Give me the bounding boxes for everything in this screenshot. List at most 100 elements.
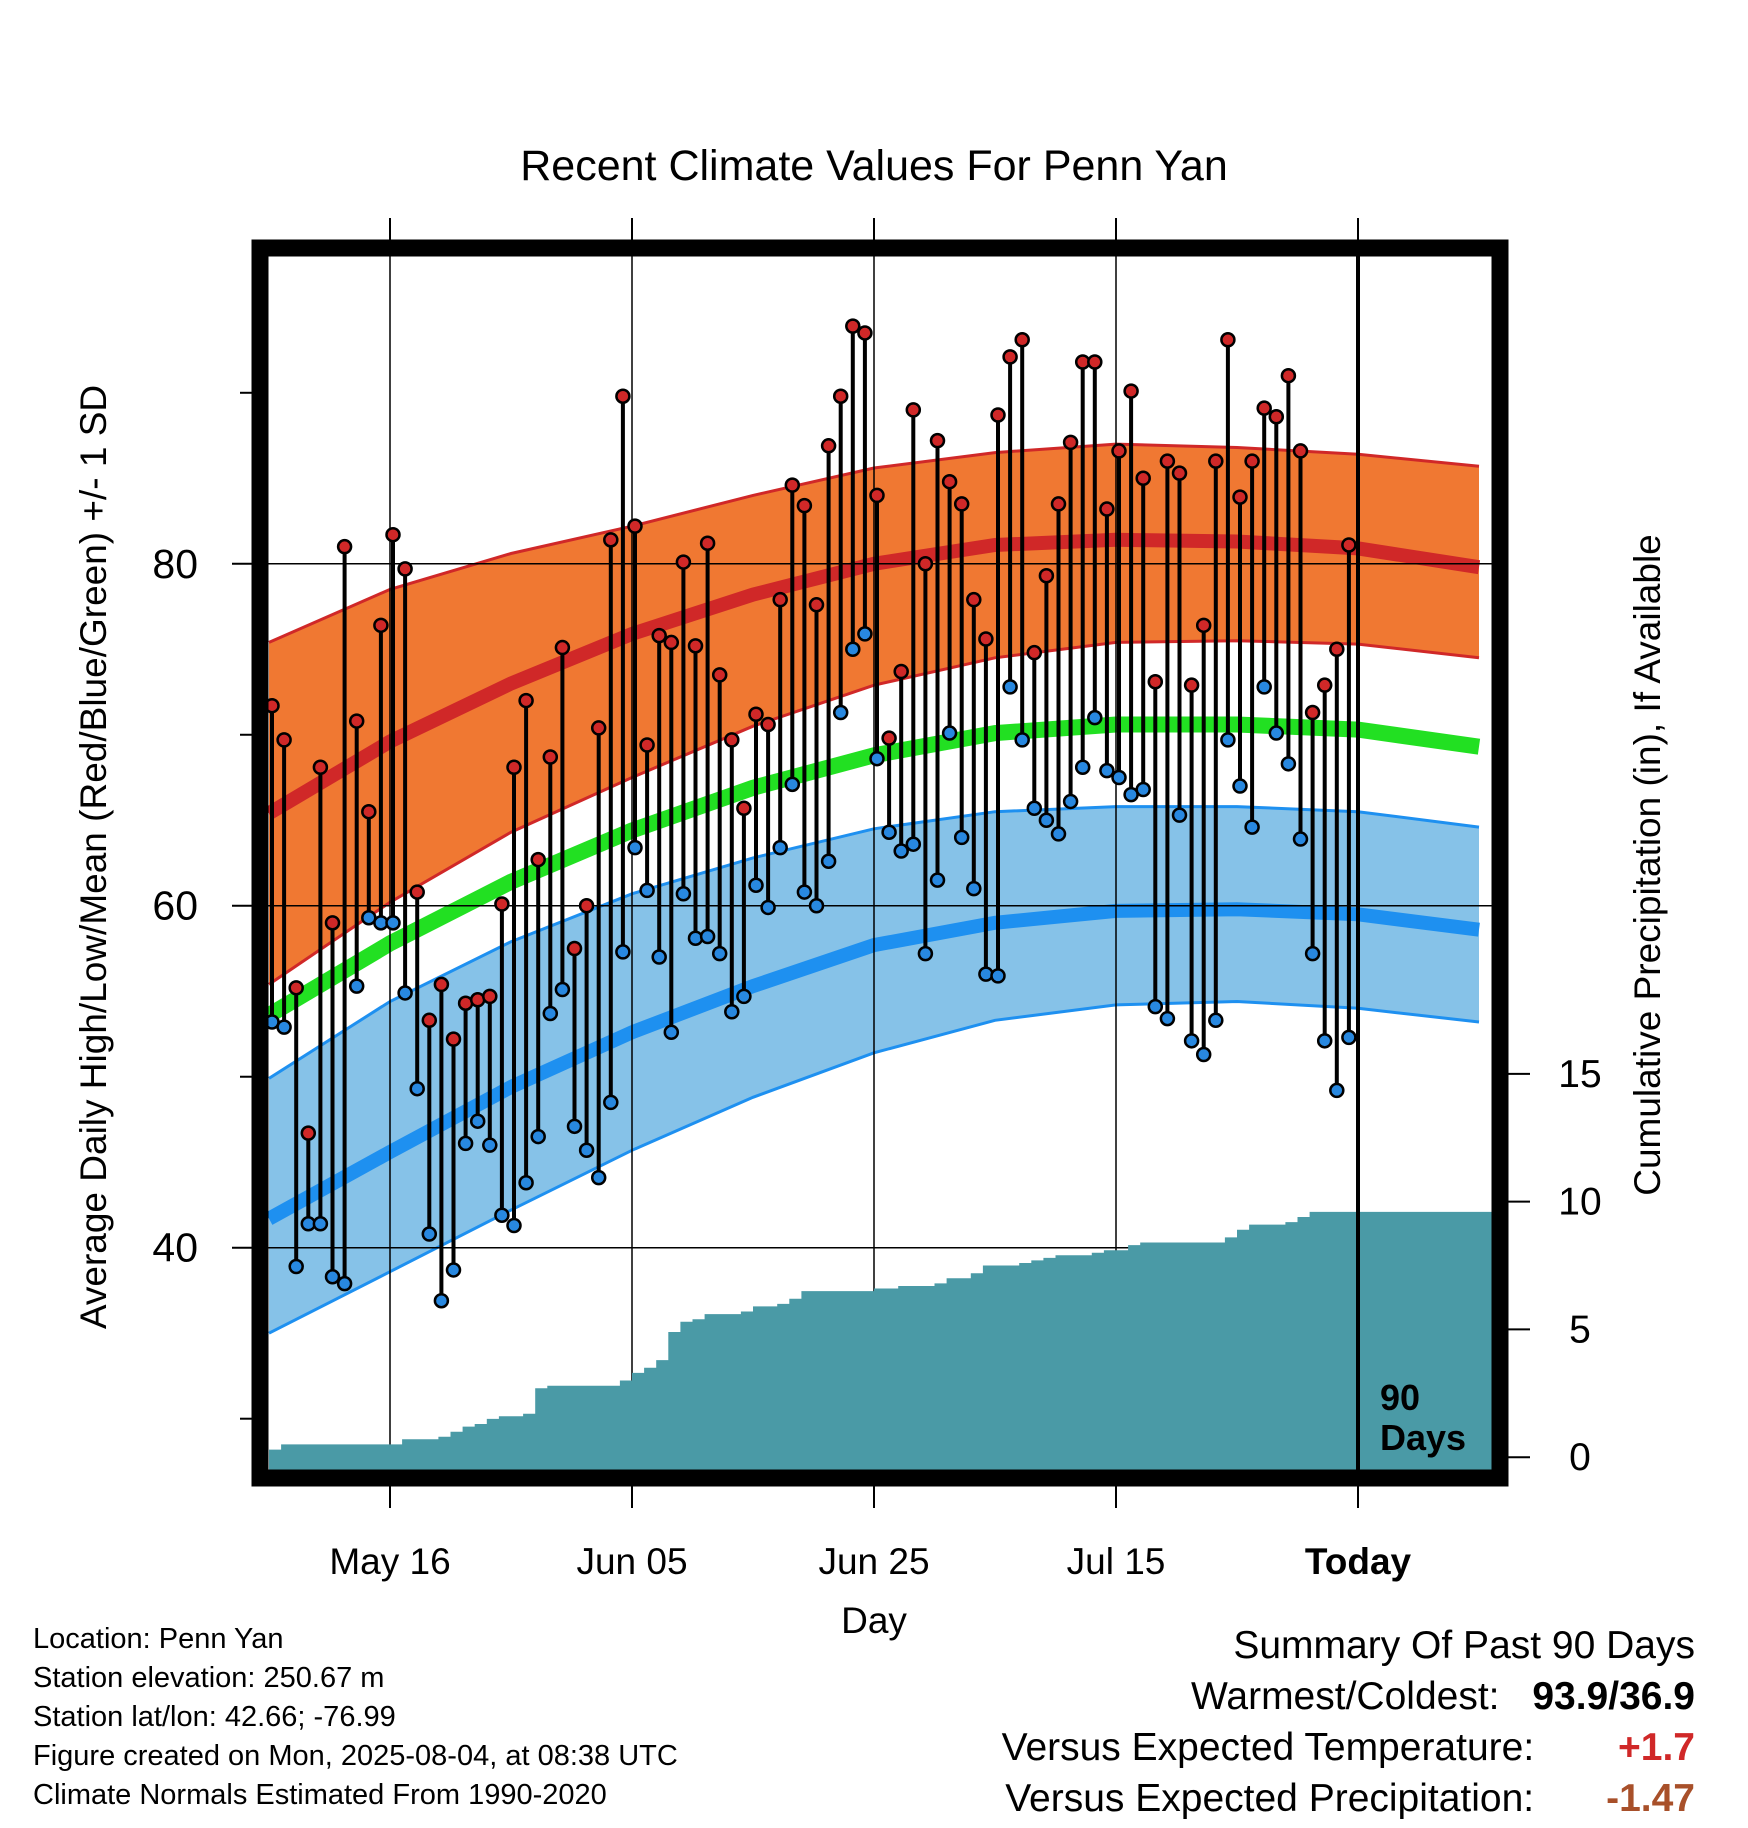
daily-high-point [1050, 496, 1067, 512]
x-tick-label: Jul 15 [1067, 1541, 1166, 1582]
daily-high-point [808, 597, 825, 613]
daily-high-point [772, 591, 788, 608]
daily-low-point [711, 945, 728, 962]
daily-low-point [615, 944, 631, 960]
daily-high-point [1038, 567, 1055, 584]
daily-high-point [796, 497, 813, 514]
daily-low-point [1183, 1033, 1200, 1049]
daily-low-point [469, 1113, 486, 1129]
daily-high-point [1304, 704, 1321, 721]
daily-high-point [1256, 400, 1272, 416]
info-normals: Climate Normals Estimated From 1990-2020 [33, 1779, 607, 1811]
daily-low-point [1292, 831, 1309, 847]
daily-high-point [784, 477, 801, 493]
daily-high-point [953, 496, 970, 512]
daily-high-point [990, 407, 1006, 423]
axes: May 16 Jun 05 Jun 25 Jul 15 Today 40 60 80 0 5 10 1… [152, 218, 1602, 1582]
daily-low-point [1002, 679, 1018, 695]
daily-low-point [881, 824, 897, 840]
daily-low-point [1256, 679, 1272, 695]
daily-high-point [832, 388, 849, 404]
daily-low-point [1208, 1012, 1224, 1029]
daily-high-point [397, 561, 413, 577]
daily-low-point [494, 1207, 510, 1223]
summary-panel: Summary Of Past 90 Days Warmest/Coldest:… [1002, 1620, 1695, 1824]
y2-axis-label: Cumulative Precipitation (in), If Availa… [1627, 534, 1668, 1196]
daily-low-point [1074, 759, 1091, 775]
daily-low-point [627, 839, 643, 856]
info-created: Figure created on Mon, 2025-08-04, at 08… [33, 1740, 678, 1772]
daily-low-point [457, 1135, 474, 1152]
daily-low-point [1111, 769, 1127, 786]
precip-anomaly-value: -1.47 [1606, 1777, 1695, 1820]
daily-low-point [566, 1118, 583, 1135]
daily-high-point [905, 402, 922, 418]
daily-high-point [627, 518, 643, 534]
x-tick-label: Jun 05 [576, 1541, 687, 1582]
daily-low-point [651, 949, 667, 965]
daily-low-point [1062, 793, 1079, 810]
daily-low-point [385, 915, 401, 931]
daily-low-point [1159, 1010, 1176, 1027]
daily-high-point [554, 639, 571, 656]
daily-low-point [530, 1128, 546, 1145]
daily-high-point [941, 473, 958, 490]
daily-low-point [772, 839, 788, 856]
daily-low-point [905, 836, 922, 852]
y-tick-label: 60 [152, 883, 198, 929]
summary-heading: Summary Of Past 90 Days [1233, 1624, 1695, 1667]
daily-high-point [1195, 617, 1212, 634]
daily-low-point [990, 968, 1006, 984]
daily-high-point [373, 617, 389, 634]
daily-high-point [1268, 408, 1285, 425]
daily-low-point [1050, 826, 1067, 842]
daily-high-point [518, 692, 534, 709]
daily-low-point [409, 1080, 425, 1097]
temp-anomaly-value: +1.7 [1618, 1726, 1695, 1769]
daily-high-point [336, 538, 353, 555]
daily-high-point [687, 638, 704, 654]
y2-tick-label: 15 [1558, 1053, 1601, 1096]
plot-frame [251, 239, 1509, 1487]
summary-temperature: Versus Expected Temperature: +1.7 [1002, 1722, 1695, 1773]
y-axis-label: Average Daily High/Low/Mean (Red/Blue/Gr… [73, 385, 114, 1329]
daily-low-point [1026, 800, 1043, 817]
daily-low-point [578, 1142, 595, 1159]
low-sd-band-fill [269, 806, 1479, 1334]
daily-low-point [1280, 756, 1297, 772]
daily-high-point [699, 535, 716, 552]
daily-low-point [736, 988, 752, 1005]
daily-low-point [288, 1258, 304, 1275]
warmest-coldest-value: 93.9/36.9 [1532, 1675, 1695, 1718]
daily-low-point [1171, 807, 1188, 823]
daily-low-point [1135, 781, 1151, 798]
daily-low-point [421, 1226, 438, 1242]
daily-values [268, 318, 1357, 1309]
daily-low-point [1304, 945, 1321, 962]
warmest-coldest-label: Warmest/Coldest: [1191, 1675, 1500, 1718]
daily-low-point [445, 1262, 462, 1278]
daily-high-point [409, 884, 425, 900]
daily-high-point [881, 730, 897, 746]
daily-low-point [336, 1275, 353, 1292]
daily-high-point [1171, 465, 1188, 481]
daily-high-point [590, 720, 607, 736]
daily-high-point [603, 532, 619, 548]
daily-high-point [361, 803, 377, 820]
daily-high-point [530, 851, 546, 868]
daily-high-point [288, 980, 304, 996]
daily-low-point [603, 1094, 619, 1111]
daily-high-point [276, 732, 292, 748]
daily-low-point [1316, 1033, 1333, 1049]
daily-high-point [1014, 332, 1030, 348]
daily-low-point [796, 884, 813, 900]
high-sd-band-fill [269, 444, 1479, 985]
daily-high-point [1220, 332, 1236, 348]
daily-low-point [760, 899, 776, 916]
today-label-line1: 90 [1380, 1377, 1420, 1418]
daily-low-point [857, 626, 873, 642]
x-axis-label: Day [841, 1600, 907, 1641]
today-label-line2: Days [1380, 1417, 1466, 1458]
daily-high-point [724, 732, 740, 748]
daily-low-point [917, 945, 934, 962]
